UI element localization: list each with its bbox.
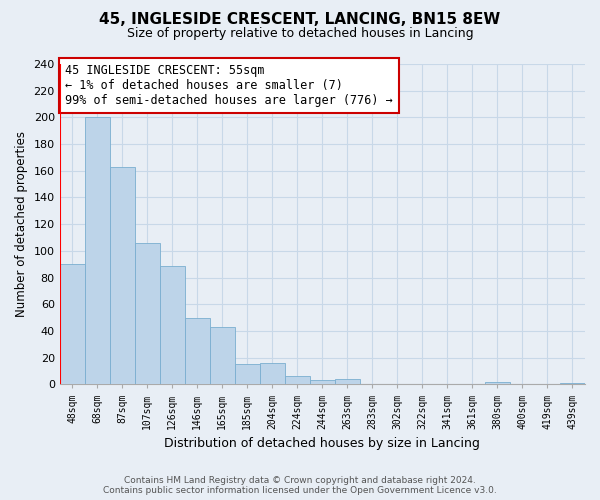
Y-axis label: Number of detached properties: Number of detached properties bbox=[15, 131, 28, 317]
Bar bbox=[59, 264, 85, 384]
Bar bbox=[135, 243, 160, 384]
Bar bbox=[335, 379, 360, 384]
Text: Contains HM Land Registry data © Crown copyright and database right 2024.
Contai: Contains HM Land Registry data © Crown c… bbox=[103, 476, 497, 495]
Bar bbox=[160, 266, 185, 384]
Bar bbox=[110, 167, 135, 384]
Text: 45, INGLESIDE CRESCENT, LANCING, BN15 8EW: 45, INGLESIDE CRESCENT, LANCING, BN15 8E… bbox=[100, 12, 500, 28]
Bar bbox=[185, 318, 210, 384]
Text: Size of property relative to detached houses in Lancing: Size of property relative to detached ho… bbox=[127, 28, 473, 40]
Bar bbox=[285, 376, 310, 384]
Bar bbox=[235, 364, 260, 384]
Bar bbox=[485, 382, 510, 384]
Bar bbox=[310, 380, 335, 384]
Text: 45 INGLESIDE CRESCENT: 55sqm
← 1% of detached houses are smaller (7)
99% of semi: 45 INGLESIDE CRESCENT: 55sqm ← 1% of det… bbox=[65, 64, 392, 107]
Bar bbox=[85, 118, 110, 384]
Bar bbox=[210, 327, 235, 384]
X-axis label: Distribution of detached houses by size in Lancing: Distribution of detached houses by size … bbox=[164, 437, 480, 450]
Bar bbox=[260, 363, 285, 384]
Bar bbox=[560, 383, 585, 384]
